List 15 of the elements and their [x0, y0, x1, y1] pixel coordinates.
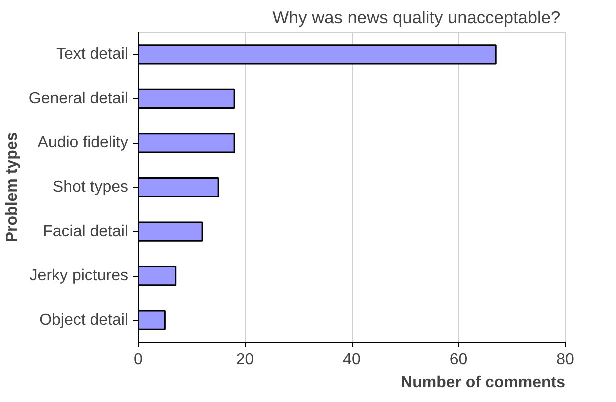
x-axis-title: Number of comments — [401, 374, 566, 392]
y-tick-label: Audio fidelity — [38, 134, 128, 152]
y-tick-label: Jerky pictures — [30, 268, 129, 285]
x-tick-label: 40 — [343, 352, 361, 368]
chart-title: Why was news quality unacceptable? — [272, 8, 561, 28]
y-tick-label: Object detail — [40, 312, 128, 329]
x-tick-label: 20 — [236, 352, 254, 368]
y-tick-label: Shot types — [52, 179, 129, 196]
y-tick-label: Text detail — [56, 46, 129, 64]
x-tick-label: 0 — [134, 352, 144, 368]
y-axis-title: Problem types — [4, 132, 21, 243]
x-tick-label: 80 — [556, 352, 574, 368]
y-tick-label: General detail — [28, 90, 129, 108]
x-tick-label: 60 — [450, 352, 468, 368]
y-tick-label: Facial detail — [43, 223, 128, 240]
